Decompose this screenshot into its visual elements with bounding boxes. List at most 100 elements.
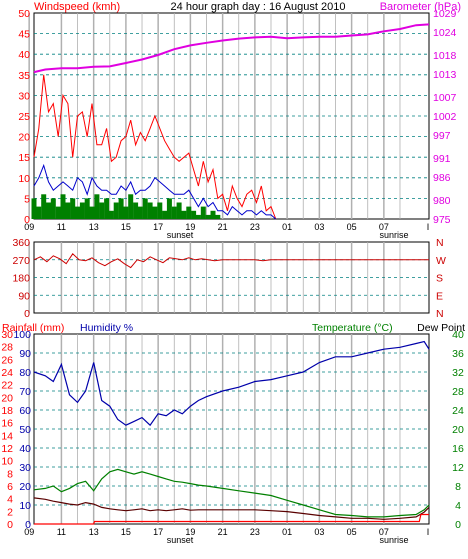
temperature-tick-label: 28 bbox=[452, 386, 464, 398]
rainfall-tick-label: 12 bbox=[1, 443, 13, 455]
wind-bar bbox=[215, 214, 221, 219]
sunrise-label-1: sunrise bbox=[379, 230, 408, 240]
hour-tick-label: 03 bbox=[314, 527, 324, 537]
humidity-tick-label: 0 bbox=[25, 519, 31, 531]
wind-bar bbox=[60, 194, 66, 219]
hour-tick-label: 11 bbox=[57, 222, 66, 232]
temperature-tick-label: 36 bbox=[452, 348, 464, 360]
wind-bar bbox=[65, 202, 71, 219]
average-series-line bbox=[33, 163, 277, 220]
humidity-tick-label: 30 bbox=[19, 462, 31, 474]
hour-tick-label: 15 bbox=[121, 222, 131, 232]
panel2-grid bbox=[28, 242, 429, 313]
wind-bar bbox=[70, 198, 76, 219]
wind-bar bbox=[171, 206, 177, 219]
hour-tick-label-end: I bbox=[427, 222, 430, 232]
rainfall-tick-label: 16 bbox=[1, 418, 13, 430]
barometer-tick-labels: 975 980 986 991 997 1002 1007 1013 1018 1024 1029 bbox=[433, 8, 457, 226]
direction-tick-label: 360 bbox=[12, 237, 30, 249]
wind-tick-label: 35 bbox=[18, 70, 30, 82]
wind-bar bbox=[195, 214, 201, 219]
wind-bar bbox=[162, 210, 168, 219]
direction-tick-label: 270 bbox=[12, 255, 30, 267]
hour-tick-label: 11 bbox=[57, 527, 66, 537]
wind-bar bbox=[75, 206, 80, 219]
temperature-tick-label: 4 bbox=[455, 500, 461, 512]
wind-tick-label: 45 bbox=[18, 29, 30, 41]
gust-series-line bbox=[33, 74, 277, 220]
hour-tick-label: 17 bbox=[153, 527, 163, 537]
panel1-x-tick-labels: 11 13 15 17 19 21 23 01 03 05 07 09 I bbox=[24, 222, 429, 232]
wind-tick-label: 10 bbox=[18, 173, 30, 185]
panel3-frame bbox=[33, 333, 430, 525]
panel2-frame bbox=[33, 241, 430, 314]
wind-bar bbox=[186, 206, 192, 219]
panel3-grid bbox=[28, 334, 429, 524]
hour-tick-label: 15 bbox=[121, 527, 131, 537]
wind-bar bbox=[181, 210, 187, 219]
barometer-series-line bbox=[33, 23, 430, 74]
wind-bar bbox=[133, 202, 139, 219]
wind-bar bbox=[46, 202, 51, 219]
rainfall-tick-label: 28 bbox=[1, 342, 13, 354]
barometer-tick-label: 1018 bbox=[433, 50, 457, 62]
wind-tick-label: 20 bbox=[18, 132, 30, 144]
compass-label: W bbox=[436, 255, 446, 267]
hour-tick-label: 21 bbox=[218, 527, 228, 537]
wind-bar bbox=[79, 202, 85, 219]
wind-bars bbox=[31, 194, 221, 219]
rainfall-tick-label: 8 bbox=[7, 468, 13, 480]
rainfall-tick-label: 26 bbox=[1, 354, 13, 366]
temperature-tick-label: 16 bbox=[452, 443, 464, 455]
wind-bar bbox=[118, 198, 124, 219]
wind-bar bbox=[166, 198, 172, 219]
barometer-tick-label: 1029 bbox=[433, 8, 457, 20]
humidity-tick-label: 80 bbox=[19, 367, 31, 379]
humidity-tick-label: 10 bbox=[19, 500, 31, 512]
barometer-tick-label: 975 bbox=[433, 214, 451, 226]
wind-bar bbox=[108, 210, 114, 219]
hour-tick-label: 13 bbox=[89, 222, 99, 232]
wind-bar bbox=[31, 198, 37, 219]
wind-bar bbox=[104, 198, 110, 219]
temperature-tick-label: 32 bbox=[452, 367, 464, 379]
wind-tick-label: 40 bbox=[18, 49, 30, 61]
rainfall-axis-title: Rainfall (mm) bbox=[2, 322, 64, 334]
graph-title: 24 hour graph day : 16 August 2010 bbox=[171, 1, 346, 13]
temperature-series-line bbox=[33, 468, 430, 518]
wind-bar bbox=[123, 206, 129, 219]
direction-tick-label: 180 bbox=[12, 273, 30, 285]
hour-tick-label: 07 bbox=[379, 222, 389, 232]
wind-bar bbox=[142, 198, 148, 219]
humidity-tick-label: 40 bbox=[19, 443, 31, 455]
wind-bar bbox=[205, 214, 211, 219]
dewpoint-series-line bbox=[33, 497, 430, 520]
wind-bar bbox=[50, 198, 56, 219]
hour-tick-label-end: I bbox=[427, 527, 430, 537]
barometer-axis-title: Barometer (hPa) bbox=[380, 1, 461, 13]
temperature-tick-label: 0 bbox=[455, 519, 461, 531]
hour-tick-label: 09 bbox=[24, 527, 34, 537]
wind-tick-label: 0 bbox=[24, 214, 30, 226]
barometer-tick-label: 997 bbox=[433, 130, 451, 142]
panel1-frame bbox=[33, 12, 430, 220]
wind-tick-labels: 0 5 10 15 20 25 30 35 40 45 50 bbox=[18, 8, 30, 226]
hour-tick-label: 03 bbox=[314, 222, 324, 232]
wind-tick-label: 30 bbox=[18, 90, 30, 102]
direction-series-line bbox=[33, 253, 429, 269]
direction-tick-label: 0 bbox=[24, 308, 30, 320]
barometer-tick-label: 1002 bbox=[433, 111, 457, 123]
wind-bar bbox=[89, 206, 95, 219]
wind-bar bbox=[210, 210, 216, 219]
temperature-tick-label: 40 bbox=[452, 329, 464, 341]
humidity-tick-label: 90 bbox=[19, 348, 31, 360]
panel1-grid bbox=[28, 13, 429, 219]
hour-tick-label: 05 bbox=[347, 527, 357, 537]
wind-tick-label: 5 bbox=[24, 193, 30, 205]
rainfall-tick-label: 4 bbox=[7, 494, 13, 506]
hour-tick-label: 21 bbox=[218, 222, 228, 232]
barometer-tick-label: 1007 bbox=[433, 92, 457, 104]
